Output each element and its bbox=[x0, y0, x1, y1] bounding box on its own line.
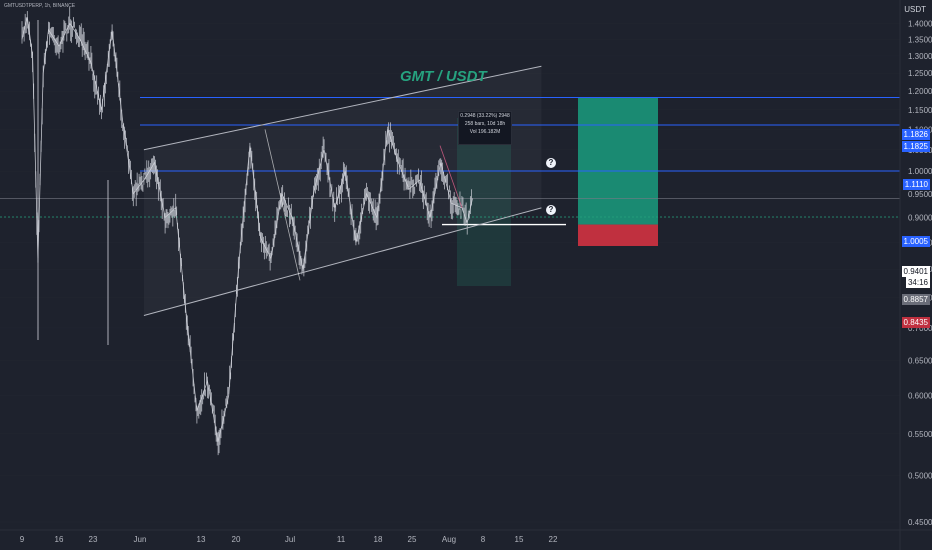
price-tick-label: 1.3000 bbox=[908, 52, 932, 61]
price-tick-label: 0.9000 bbox=[908, 214, 932, 223]
channel-lower-line bbox=[143, 207, 542, 317]
price-tick-label: 0.4500 bbox=[908, 518, 932, 527]
date-tick-label: 23 bbox=[89, 535, 98, 544]
measure-change: 0.2948 (33.22%) 2948 bbox=[460, 113, 510, 119]
date-tick-label: 15 bbox=[515, 535, 524, 544]
channel-layer bbox=[143, 65, 542, 317]
date-tick-label: 9 bbox=[20, 535, 25, 544]
date-tick-label: 20 bbox=[232, 535, 241, 544]
price-tick-label: 0.5500 bbox=[908, 430, 932, 439]
date-tick-label: 11 bbox=[337, 535, 346, 544]
zone-layer bbox=[143, 66, 658, 316]
channel-upper-line bbox=[143, 65, 542, 151]
price-tick-label: 1.0000 bbox=[908, 167, 932, 176]
date-tick-label: 25 bbox=[408, 535, 417, 544]
price-tag-level1b: 1.1825 bbox=[901, 141, 930, 152]
wave-line bbox=[439, 145, 463, 208]
price-tick-label: 1.2500 bbox=[908, 69, 932, 78]
price-tag-current: 0.9401 bbox=[901, 266, 930, 277]
wave-line bbox=[264, 129, 301, 281]
question-mark-icon[interactable]: ? bbox=[546, 158, 556, 168]
date-tick-label: Jul bbox=[285, 535, 295, 544]
price-tick-label: 0.5000 bbox=[908, 472, 932, 481]
measure-volume: Vol 196.182M bbox=[469, 129, 501, 135]
price-tag-level2: 1.1110 bbox=[902, 179, 930, 190]
measure-bars: 258 bars, 10d 18h bbox=[464, 121, 506, 127]
price-tick-label: 0.6500 bbox=[908, 356, 932, 365]
price-tick-label: 1.3500 bbox=[908, 35, 932, 44]
candle-layer bbox=[21, 7, 473, 456]
stop-zone bbox=[578, 224, 658, 246]
countdown-tag: 34:16 bbox=[905, 277, 930, 288]
price-tick-label: 1.2000 bbox=[908, 87, 932, 96]
date-tick-label: Aug bbox=[442, 535, 456, 544]
measure-tooltip: 0.2948 (33.22%) 2948 258 bars, 10d 18h V… bbox=[458, 111, 512, 145]
price-tag-level3: 1.0005 bbox=[901, 236, 930, 247]
date-tick-label: 16 bbox=[55, 535, 64, 544]
symbol-label: GMTUSDTPERP, 1h, BINANCE bbox=[4, 3, 76, 9]
date-tick-label: 22 bbox=[549, 535, 558, 544]
price-tag-level1: 1.1826 bbox=[901, 129, 930, 140]
price-tick-label: 0.9500 bbox=[908, 190, 932, 199]
price-line bbox=[21, 17, 473, 442]
price-tick-label: 0.7000 bbox=[908, 324, 932, 333]
date-tick-label: 13 bbox=[197, 535, 206, 544]
price-tag-stop: 0.8435 bbox=[901, 317, 930, 328]
date-tick-label: 18 bbox=[374, 535, 383, 544]
price-tick-label: 0.6000 bbox=[908, 392, 932, 401]
chart-title: GMT / USDT bbox=[400, 68, 487, 85]
price-tick-label: 1.1500 bbox=[908, 106, 932, 115]
measure-area bbox=[457, 118, 511, 286]
date-tick-label: 8 bbox=[481, 535, 486, 544]
currency-label: USDT bbox=[904, 5, 926, 14]
question-mark-icon[interactable]: ? bbox=[546, 205, 556, 215]
target-zone bbox=[578, 97, 658, 225]
date-tick-label: Jun bbox=[134, 535, 147, 544]
price-tag-entry: 0.8857 bbox=[901, 294, 930, 305]
price-tick-label: 1.4000 bbox=[908, 19, 932, 28]
grid-layer bbox=[0, 23, 900, 523]
